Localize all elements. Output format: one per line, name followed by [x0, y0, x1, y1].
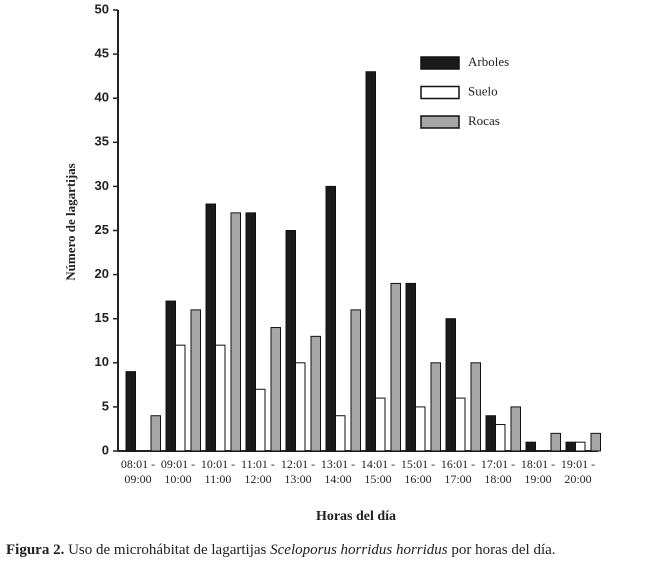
y-tick-label: 40 [95, 90, 109, 105]
bar [310, 335, 321, 452]
bar [165, 300, 176, 452]
caption-species: Sceloporus horridus horridus [270, 542, 448, 558]
bar [150, 415, 161, 452]
legend-swatch [420, 56, 460, 70]
bar [285, 230, 296, 452]
bar [325, 185, 336, 452]
bar [455, 397, 466, 452]
x-tick-label: 08:01 - 09:00 [120, 457, 156, 486]
bar [350, 309, 361, 452]
bar [375, 397, 386, 452]
x-tick-label: 18:01 - 19:00 [520, 457, 556, 486]
legend-swatch [420, 115, 460, 129]
bar [255, 388, 266, 452]
y-tick-label: 20 [95, 266, 109, 281]
legend-swatch [420, 85, 460, 100]
y-tick-label: 50 [95, 1, 109, 16]
y-tick-label: 30 [95, 178, 109, 193]
bar [445, 318, 456, 452]
legend-label: Suelo [468, 83, 498, 98]
bar [125, 371, 136, 452]
y-tick-label: 5 [102, 398, 109, 413]
x-tick-label: 13:01 - 14:00 [320, 457, 356, 486]
bar [215, 344, 226, 452]
caption-label: Figura 2. [6, 542, 65, 558]
bar [415, 406, 426, 452]
caption-rest: por horas del día. [451, 542, 556, 558]
bar [430, 362, 441, 452]
y-tick-label: 25 [95, 222, 109, 237]
x-tick-label: 17:01 - 18:00 [480, 457, 516, 486]
bar [295, 362, 306, 452]
legend-label: Rocas [468, 113, 500, 128]
y-axis-title: Número de lagartijas [63, 163, 78, 280]
bar [390, 282, 401, 452]
y-tick-label: 0 [102, 442, 109, 457]
x-tick-label: 16:01 - 17:00 [440, 457, 476, 486]
bar [590, 432, 601, 452]
x-tick-label: 12:01 - 13:00 [280, 457, 316, 486]
bar [365, 71, 376, 452]
bar [510, 406, 521, 452]
y-tick-label: 15 [95, 310, 109, 325]
bar [175, 344, 186, 452]
bar [550, 432, 561, 452]
bar [525, 441, 536, 452]
legend-label: Arboles [468, 54, 509, 69]
y-tick-label: 35 [95, 134, 109, 149]
x-tick-label: 19:01 - 20:00 [560, 457, 596, 486]
bar [245, 212, 256, 452]
bar [575, 441, 586, 452]
x-tick-label: 11:01 - 12:00 [241, 457, 275, 486]
x-tick-label: 10:01 - 11:00 [200, 457, 236, 486]
bar [335, 415, 346, 452]
bar [270, 327, 281, 452]
caption: Figura 2. Uso de microhábitat de lagarti… [6, 542, 556, 559]
bar [485, 415, 496, 452]
bar [565, 441, 576, 452]
bar [495, 424, 506, 452]
y-tick-label: 45 [95, 46, 109, 61]
bar [230, 212, 241, 452]
y-tick-label: 10 [95, 354, 109, 369]
x-tick-label: 09:01 - 10:00 [160, 457, 196, 486]
bar [205, 203, 216, 452]
caption-text: Uso de microhábitat de lagartijas [68, 542, 267, 558]
x-tick-label: 15:01 - 16:00 [400, 457, 436, 486]
bar [470, 362, 481, 452]
bar [190, 309, 201, 452]
x-tick-label: 14:01 - 15:00 [360, 457, 396, 486]
bar [405, 282, 416, 452]
x-axis-title: Horas del día [316, 509, 396, 524]
